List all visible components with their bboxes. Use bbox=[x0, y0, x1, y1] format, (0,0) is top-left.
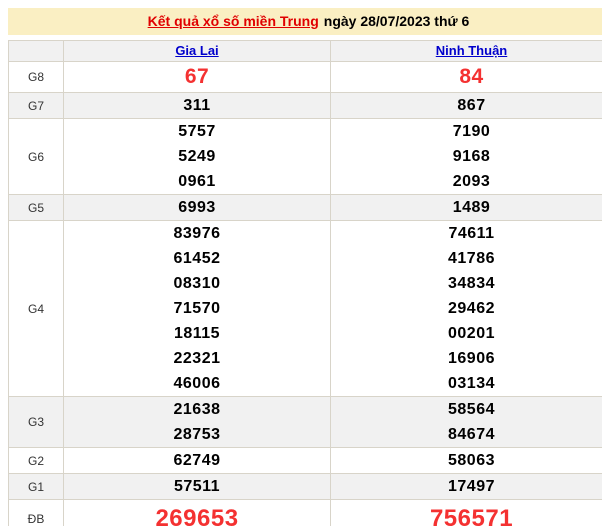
result-number: 22321 bbox=[173, 350, 221, 367]
result-number: 7190 bbox=[452, 123, 491, 140]
result-number: 29462 bbox=[448, 300, 495, 317]
prize-row-g3: G3 21638 28753 58564 84674 bbox=[8, 396, 602, 448]
province-link-gia-lai[interactable]: Gia Lai bbox=[175, 43, 219, 58]
result-number: 62749 bbox=[173, 452, 221, 469]
prize-row-g4: G4 83976 61452 08310 71570 18115 22321 4… bbox=[8, 220, 602, 397]
result-number: 58063 bbox=[448, 452, 495, 469]
result-number: 5249 bbox=[178, 148, 216, 165]
result-number: 18115 bbox=[173, 325, 221, 342]
result-number: 0961 bbox=[178, 173, 216, 190]
result-number: 83976 bbox=[173, 225, 221, 242]
result-number: 57511 bbox=[173, 478, 221, 495]
prize-label: G8 bbox=[8, 61, 64, 93]
prize-row-g6: G6 5757 5249 0961 7190 9168 2093 bbox=[8, 118, 602, 195]
result-number: 2093 bbox=[452, 173, 491, 190]
province-link-ninh-thuan[interactable]: Ninh Thuận bbox=[435, 43, 508, 58]
result-number: 00201 bbox=[448, 325, 495, 342]
result-number: 9168 bbox=[452, 148, 491, 165]
result-number: 16906 bbox=[448, 350, 495, 367]
prize-row-g8: G8 67 84 bbox=[8, 61, 602, 93]
prize-row-g2: G2 62749 58063 bbox=[8, 447, 602, 474]
prize-label: G7 bbox=[8, 92, 64, 119]
prize-label: G5 bbox=[8, 194, 64, 221]
result-number: 84674 bbox=[448, 426, 495, 443]
prize-row-db: ĐB 269653 756571 bbox=[8, 499, 602, 526]
result-number: 61452 bbox=[173, 250, 221, 267]
result-number: 867 bbox=[457, 97, 486, 114]
prize-label: G1 bbox=[8, 473, 64, 500]
result-number: 71570 bbox=[173, 300, 221, 317]
result-number: 67 bbox=[184, 65, 210, 88]
result-number: 34834 bbox=[448, 275, 495, 292]
result-number: 08310 bbox=[173, 275, 221, 292]
result-number: 756571 bbox=[429, 505, 514, 526]
result-number: 41786 bbox=[448, 250, 495, 267]
result-number: 74611 bbox=[448, 225, 495, 242]
results-table: Gia Lai Ninh Thuận G8 67 84 G7 311 867 G… bbox=[8, 40, 602, 526]
result-number: 17497 bbox=[448, 478, 495, 495]
prize-label: G3 bbox=[8, 396, 64, 448]
table-header-row: Gia Lai Ninh Thuận bbox=[8, 40, 602, 62]
prize-label: G2 bbox=[8, 447, 64, 474]
prize-label: G6 bbox=[8, 118, 64, 195]
prize-row-g5: G5 6993 1489 bbox=[8, 194, 602, 221]
result-number: 58564 bbox=[448, 401, 495, 418]
result-number: 46006 bbox=[173, 375, 221, 392]
result-number: 1489 bbox=[452, 199, 491, 216]
result-number: 6993 bbox=[178, 199, 216, 216]
title-bar: Kết quả xổ số miền Trung ngày 28/07/2023 … bbox=[8, 8, 602, 35]
result-number: 28753 bbox=[173, 426, 221, 443]
prize-label: ĐB bbox=[8, 499, 64, 526]
prize-row-g7: G7 311 867 bbox=[8, 92, 602, 119]
result-number: 21638 bbox=[173, 401, 221, 418]
result-number: 269653 bbox=[155, 505, 239, 526]
prize-row-g1: G1 57511 17497 bbox=[8, 473, 602, 500]
result-number: 311 bbox=[183, 97, 211, 114]
region-title-link[interactable]: Kết quả xổ số miền Trung bbox=[147, 13, 319, 29]
result-number: 5757 bbox=[178, 123, 216, 140]
result-number: 84 bbox=[459, 65, 484, 88]
header-empty-cell bbox=[8, 40, 64, 62]
result-number: 03134 bbox=[448, 375, 495, 392]
prize-label: G4 bbox=[8, 220, 64, 397]
draw-date-text: ngày 28/07/2023 thứ 6 bbox=[323, 13, 470, 29]
